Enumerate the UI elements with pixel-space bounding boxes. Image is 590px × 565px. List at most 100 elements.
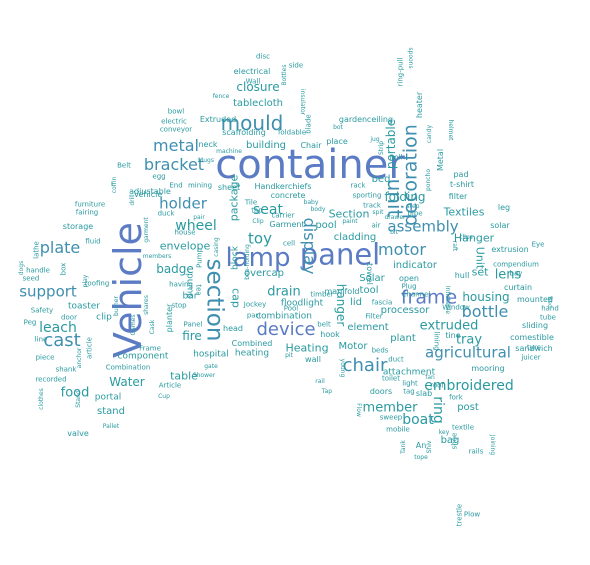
word-heating: heating [234,348,270,359]
word-jockey: Jockey [243,300,267,309]
word-bed: Bed [546,296,553,308]
word-neck: neck [198,140,218,149]
word-bracket: bracket [143,155,205,174]
word-eye: Eye [531,240,545,249]
word-combination: combination [256,311,312,322]
word-towel: towel [365,263,374,285]
word-lining: lining [432,331,441,351]
word-door: door [61,313,77,322]
word-sporting: sporting [352,191,382,200]
word-component: component [117,351,169,362]
word-piece: piece [35,353,55,362]
word-poncho: poncho [425,168,432,192]
word-support: support [19,282,77,301]
word-trestle: trestle [455,503,464,527]
word-bottles: Bottles [281,64,288,86]
word-coffin: coffin [111,176,118,194]
word-belt: belt [317,320,331,329]
word-fence: fence [212,93,230,100]
word-clip: Clip [252,218,264,225]
word-jug: jug [370,136,380,143]
word-tile: Tile [244,198,258,207]
word-package: package [227,174,241,222]
word-lens: lens [494,267,522,283]
word-bay: bay [509,269,523,278]
word-filter: filter [448,192,468,201]
word-frame: frame [400,286,458,309]
word-tope: tope [414,454,428,461]
word-extruded: Extruded [199,115,237,124]
word-stop: stop [171,301,187,310]
word-tube: tube [540,313,556,322]
word-bag: bag [440,435,460,446]
word-mould: mould [220,111,284,135]
word-cap: cap [229,288,243,308]
word-hook: hook [320,330,340,339]
word-ring: ring [430,396,446,424]
word-toy: toy [248,229,272,248]
word-tea: tea [194,284,203,296]
word-fluid: fluid [85,237,101,246]
word-pipe: pipe [407,209,423,218]
word-food: food [60,385,90,401]
word-section: Section [328,207,370,221]
word-container: container [215,142,405,188]
word-machine: machine [216,148,242,155]
word-portable: portable [384,118,398,170]
word-heating: Heating [285,341,329,355]
word-window: Window [442,303,470,312]
word-hand: hand [541,304,559,313]
word-bot: bot [333,124,343,131]
word-doors: doors [369,387,393,396]
word-metal: metal [153,136,199,155]
word-closure: closure [236,80,280,94]
word-plow: Plow [463,510,481,519]
word-line: line [34,335,48,344]
word-tine: tine [445,331,461,340]
word-concrete: concrete [270,191,306,200]
word-end: End [169,181,183,190]
word-shiv: Shiv [426,440,433,454]
word-side: side [288,61,304,70]
word-panel: Panel [183,320,203,329]
word-recorded: recorded [35,375,67,384]
word-house: house [174,228,196,237]
word-combined: Combined [231,339,273,348]
word-leach: leach [39,320,77,336]
word-bit: bit [390,229,398,236]
word-roof: roof [430,381,444,390]
word-envelope: envelope [159,239,211,253]
word-raft: raft [451,240,458,252]
word-helmet: helmet [447,119,454,141]
word-tank: Tank [400,440,407,454]
word-rack: rack [350,181,366,190]
word-roofing: roofing [84,279,110,288]
word-motor: Motor [338,341,368,352]
word-bottle: bottle [461,302,509,321]
word-t-shirt: t-shirt [450,180,474,189]
word-slab: slab [415,389,433,398]
word-step: step [406,203,420,210]
word-paint: paint [342,218,358,225]
word-young: young [339,358,346,378]
word-attachment: attachment [382,367,436,378]
word-textiles: Textiles [443,205,485,219]
word-spoons: spoons [407,47,414,69]
word-belt: Belt [117,161,131,170]
word-drill: drill [129,194,136,206]
word-juicer: juicer [521,353,541,362]
word-ceiling: ceiling [366,115,394,124]
word-tool: tool [359,285,379,296]
word-pit: pit [285,352,293,359]
word-heater: heater [415,91,424,119]
word-furniture: furniture [74,200,106,209]
word-roll: Roll [389,153,403,162]
word-motor: motor [377,240,427,259]
word-post: post [457,402,479,413]
word-conveyor: conveyor [159,125,193,134]
word-comestible: comestible [510,333,554,342]
word-adjustable: adjustable [129,187,171,196]
word-fairing: fairing [75,208,99,217]
word-chair: Chair [300,141,322,150]
word-cup: Cup [158,393,170,400]
